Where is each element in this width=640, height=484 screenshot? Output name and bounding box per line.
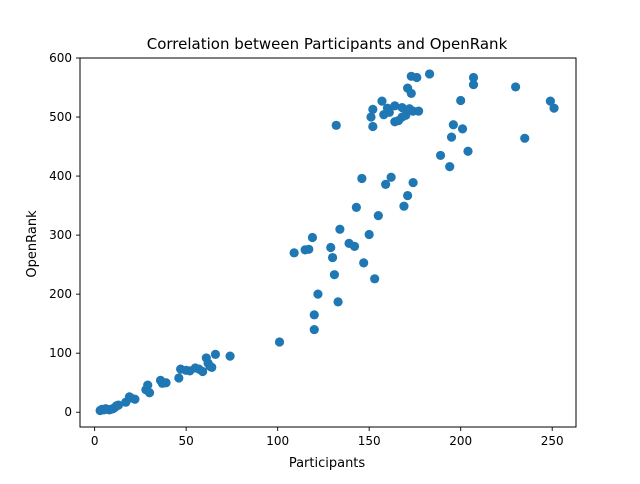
data-point-54: [366, 112, 376, 122]
axes-frame: [79, 57, 577, 428]
data-point-81: [424, 69, 435, 79]
y-tick-label-5: 500: [49, 110, 72, 124]
data-point-92: [520, 133, 530, 143]
data-point-51: [357, 173, 367, 184]
x-tick-label-0: 0: [91, 434, 99, 448]
axes: 0 50 100 150 200 250 0 100 200 300 400 500 600: [49, 51, 577, 448]
y-tick-label-6: 600: [49, 51, 72, 65]
y-tick-label-4: 400: [49, 169, 72, 183]
data-point-46: [333, 297, 343, 307]
data-point-39: [309, 310, 319, 320]
data-point-90: [468, 79, 479, 90]
data-point-70: [399, 201, 409, 211]
data-point-66: [390, 101, 400, 111]
data-point-41: [313, 289, 323, 299]
data-point-80: [414, 106, 424, 116]
data-point-57: [370, 274, 380, 284]
y-tick-label-3: 300: [49, 228, 72, 242]
data-point-85: [448, 120, 458, 130]
data-point-53: [364, 229, 374, 240]
y-tick-label-2: 200: [49, 287, 72, 301]
x-tick-label-4: 200: [449, 434, 472, 448]
data-point-79: [412, 72, 422, 83]
x-tick-label-1: 50: [179, 434, 194, 448]
data-point-84: [446, 132, 457, 142]
data-point-93: [545, 96, 555, 106]
data-point-50: [351, 202, 361, 212]
data-point-72: [403, 190, 413, 201]
data-point-56: [368, 121, 378, 132]
data-point-31: [207, 362, 217, 372]
x-tick-label-3: 150: [358, 434, 381, 448]
data-point-94: [549, 103, 559, 113]
data-point-58: [373, 211, 383, 221]
data-point-16: [143, 380, 153, 390]
x-tick-label-2: 100: [266, 434, 289, 448]
data-point-89: [468, 72, 479, 83]
data-point-33: [225, 351, 235, 361]
data-point-34: [274, 337, 285, 347]
data-point-49: [349, 241, 360, 251]
data-point-63: [384, 107, 394, 117]
data-point-91: [510, 82, 521, 92]
data-point-37: [304, 244, 314, 254]
data-point-45: [331, 120, 341, 130]
data-point-44: [329, 270, 340, 280]
data-point-14: [130, 394, 140, 404]
data-point-20: [161, 378, 171, 388]
data-point-42: [326, 242, 336, 253]
data-point-17: [144, 388, 155, 398]
data-point-68: [397, 102, 407, 113]
y-tick-label-1: 100: [49, 346, 72, 360]
data-point-77: [408, 177, 418, 188]
data-point-38: [307, 232, 318, 243]
data-point-35: [289, 248, 299, 258]
data-point-27: [198, 366, 208, 377]
data-point-64: [386, 172, 396, 182]
data-point-86: [456, 95, 466, 106]
data-point-61: [381, 179, 391, 189]
plot-area: [95, 69, 559, 416]
data-point-40: [309, 324, 319, 335]
data-point-87: [457, 124, 468, 134]
data-point-83: [445, 162, 455, 172]
data-point-88: [463, 146, 473, 156]
x-axis-label: Participants: [289, 456, 366, 471]
data-point-76: [406, 88, 416, 99]
data-point-10: [113, 400, 124, 410]
y-tick-label-0: 0: [64, 405, 72, 419]
chart-title: Correlation between Participants and Ope…: [147, 35, 508, 53]
data-point-43: [327, 252, 338, 263]
data-point-59: [377, 96, 387, 106]
data-point-32: [210, 349, 221, 359]
y-axis-label: OpenRank: [25, 210, 40, 278]
data-point-47: [335, 224, 345, 234]
data-point-55: [368, 104, 378, 114]
data-point-21: [174, 373, 184, 383]
x-tick-label-5: 250: [541, 434, 564, 448]
data-point-52: [359, 258, 369, 268]
data-point-82: [435, 150, 446, 161]
